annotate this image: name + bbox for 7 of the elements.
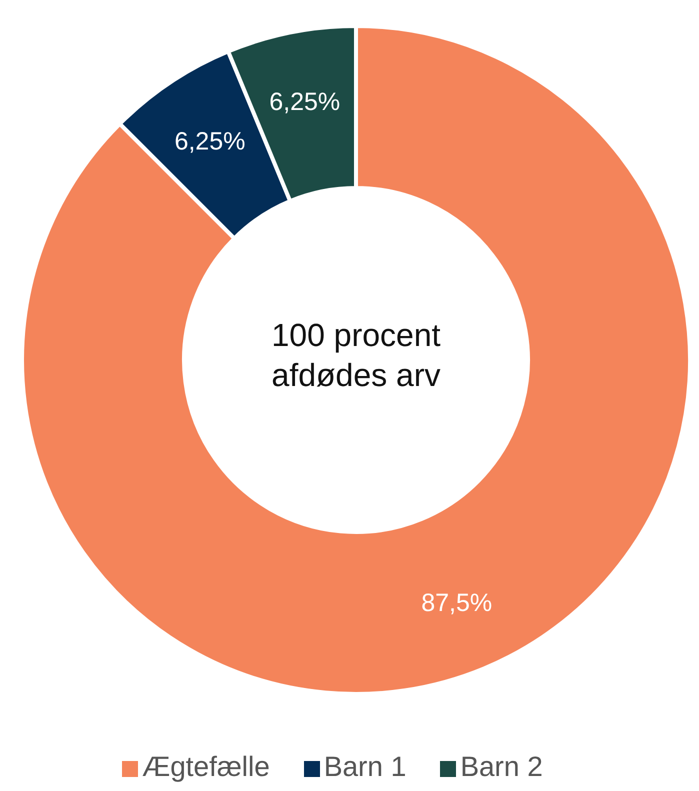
legend-label: Ægtefælle [142,751,270,782]
text: 100 procent afdødes arv [270,316,442,395]
legend-label: Barn 1 [324,751,406,782]
data-label: 6,25% [269,88,340,116]
legend-label: Barn 2 [460,751,543,782]
data-label: 6,25% [174,127,246,156]
data-label: 87,5% [421,588,492,617]
